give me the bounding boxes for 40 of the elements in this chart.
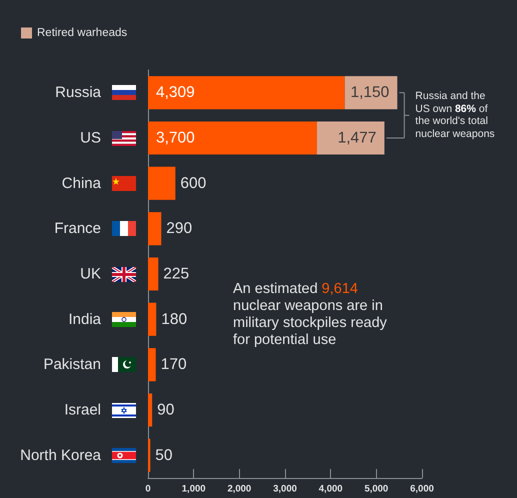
x-tick-label: 1,000 (182, 484, 206, 494)
y-tick-label: France (54, 220, 101, 238)
data-label: 180 (161, 310, 188, 328)
data-label: 4,309 (156, 84, 195, 102)
bar (148, 348, 156, 382)
data-label: 3,700 (156, 130, 196, 146)
y-tick-label: Russia (55, 84, 102, 102)
x-tick-label: 5,000 (364, 484, 388, 494)
bar (148, 121, 317, 155)
legend-label: Retired warheads (37, 27, 128, 39)
bar (148, 212, 162, 246)
x-tick-label: 2,000 (227, 484, 252, 494)
annotation: An estimated 9,614 nuclear weapons are in military stockpiles ready for potential use (233, 281, 387, 348)
x-tick-label: 4,000 (318, 484, 343, 494)
y-tick-label: China (62, 174, 102, 192)
x-tick-label: 3,000 (273, 484, 297, 494)
y-tick-label: Pakistan (43, 356, 101, 374)
data-label: 170 (160, 356, 188, 374)
x-tick-label: 0 (145, 484, 151, 494)
data-label: 290 (166, 220, 192, 238)
data-label: 1,150 (350, 84, 390, 102)
y-tick-label: North Korea (20, 446, 102, 464)
bar (148, 257, 158, 291)
data-label: 225 (163, 266, 190, 282)
y-tick-label: India (68, 310, 102, 328)
annotation: Russia and the US own 86% of the world's total nuclear weapons (415, 90, 495, 140)
bar (148, 166, 176, 200)
bar (148, 302, 156, 336)
data-label: 600 (180, 174, 207, 192)
bar (316, 121, 384, 155)
bar (148, 76, 345, 110)
y-tick-label: Israel (64, 402, 101, 418)
y-tick-label: US (80, 130, 101, 146)
data-label: 1,477 (338, 130, 376, 146)
y-tick-label: UK (80, 266, 101, 282)
bar (344, 76, 398, 110)
bar (148, 393, 152, 427)
data-label: 50 (155, 446, 173, 464)
data-label: 90 (157, 402, 175, 418)
x-tick-label: 6,000 (410, 484, 434, 494)
